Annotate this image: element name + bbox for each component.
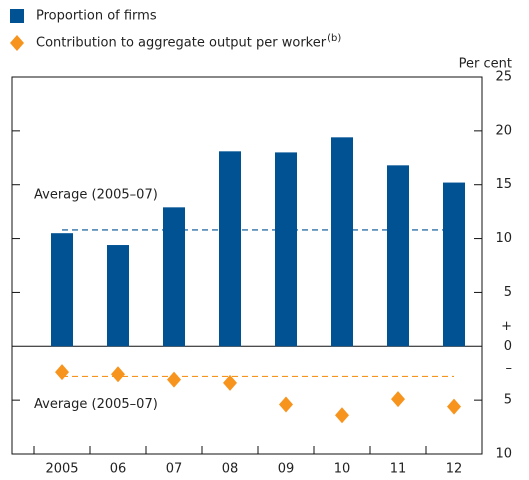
x-tick-label: 12	[446, 462, 463, 477]
y-tick-label: 15	[495, 177, 512, 192]
diamond	[111, 366, 125, 383]
legend-note: (b)	[327, 33, 341, 44]
diamond	[167, 371, 181, 388]
x-tick-label: 10	[334, 462, 351, 477]
y-tick-label: 20	[495, 123, 512, 138]
y-tick-label: 25	[495, 70, 512, 85]
plot-frame	[11, 76, 483, 455]
bar	[219, 151, 241, 347]
y-axis-label: Per cent	[459, 57, 512, 72]
average-label: Average (2005–07)	[34, 187, 158, 202]
x-tick-label: 07	[166, 462, 183, 477]
bar	[107, 245, 129, 347]
diamond	[55, 364, 69, 381]
bar	[51, 233, 73, 347]
x-tick-label: 06	[110, 462, 127, 477]
x-tick-label: 11	[390, 462, 407, 477]
y-tick-label: 5	[504, 285, 512, 300]
diamond	[447, 398, 461, 415]
sign-label: +	[501, 319, 512, 334]
bar	[331, 137, 353, 347]
legend-swatch	[10, 9, 24, 23]
average-label: Average (2005–07)	[34, 397, 158, 412]
x-tick-label: 08	[222, 462, 239, 477]
legend-swatch	[10, 35, 24, 51]
bar	[387, 165, 409, 347]
x-tick-label: 09	[278, 462, 295, 477]
y-tick-label: 0	[504, 339, 512, 354]
y-tick-label: 5	[504, 393, 512, 408]
y-tick-label: 10	[495, 447, 512, 462]
bar	[443, 182, 465, 347]
x-tick-label: 2005	[45, 462, 78, 477]
sign-label: –	[506, 361, 513, 376]
diamond	[279, 396, 293, 413]
diamond	[335, 407, 349, 424]
diamond	[391, 391, 405, 408]
y-tick-label: 10	[495, 231, 512, 246]
bar	[163, 207, 185, 347]
bar	[275, 152, 297, 347]
legend-label: Proportion of firms	[36, 9, 157, 24]
diamond	[223, 374, 237, 391]
legend-label: Contribution to aggregate output per wor…	[36, 36, 327, 51]
